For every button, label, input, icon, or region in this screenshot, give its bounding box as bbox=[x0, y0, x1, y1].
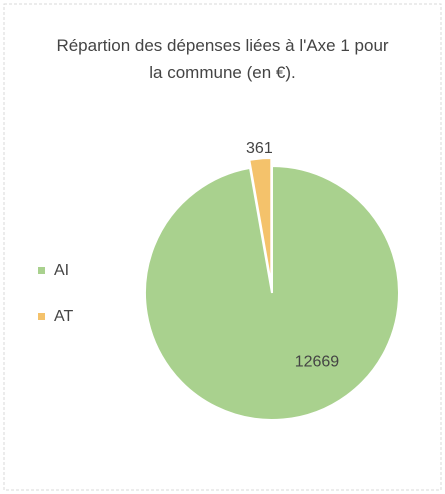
pie-slice bbox=[248, 157, 273, 286]
chart-title: Répartion des dépenses liées à l'Axe 1 p… bbox=[56, 36, 389, 82]
legend-swatch bbox=[38, 313, 45, 320]
legend-label: AI bbox=[54, 262, 69, 279]
legend-swatch bbox=[38, 267, 45, 274]
legend-label: AT bbox=[54, 308, 73, 325]
data-label: 361 bbox=[246, 140, 273, 157]
data-label: 12669 bbox=[295, 353, 340, 370]
pie-slice bbox=[143, 164, 400, 421]
chart-border bbox=[3, 3, 442, 491]
